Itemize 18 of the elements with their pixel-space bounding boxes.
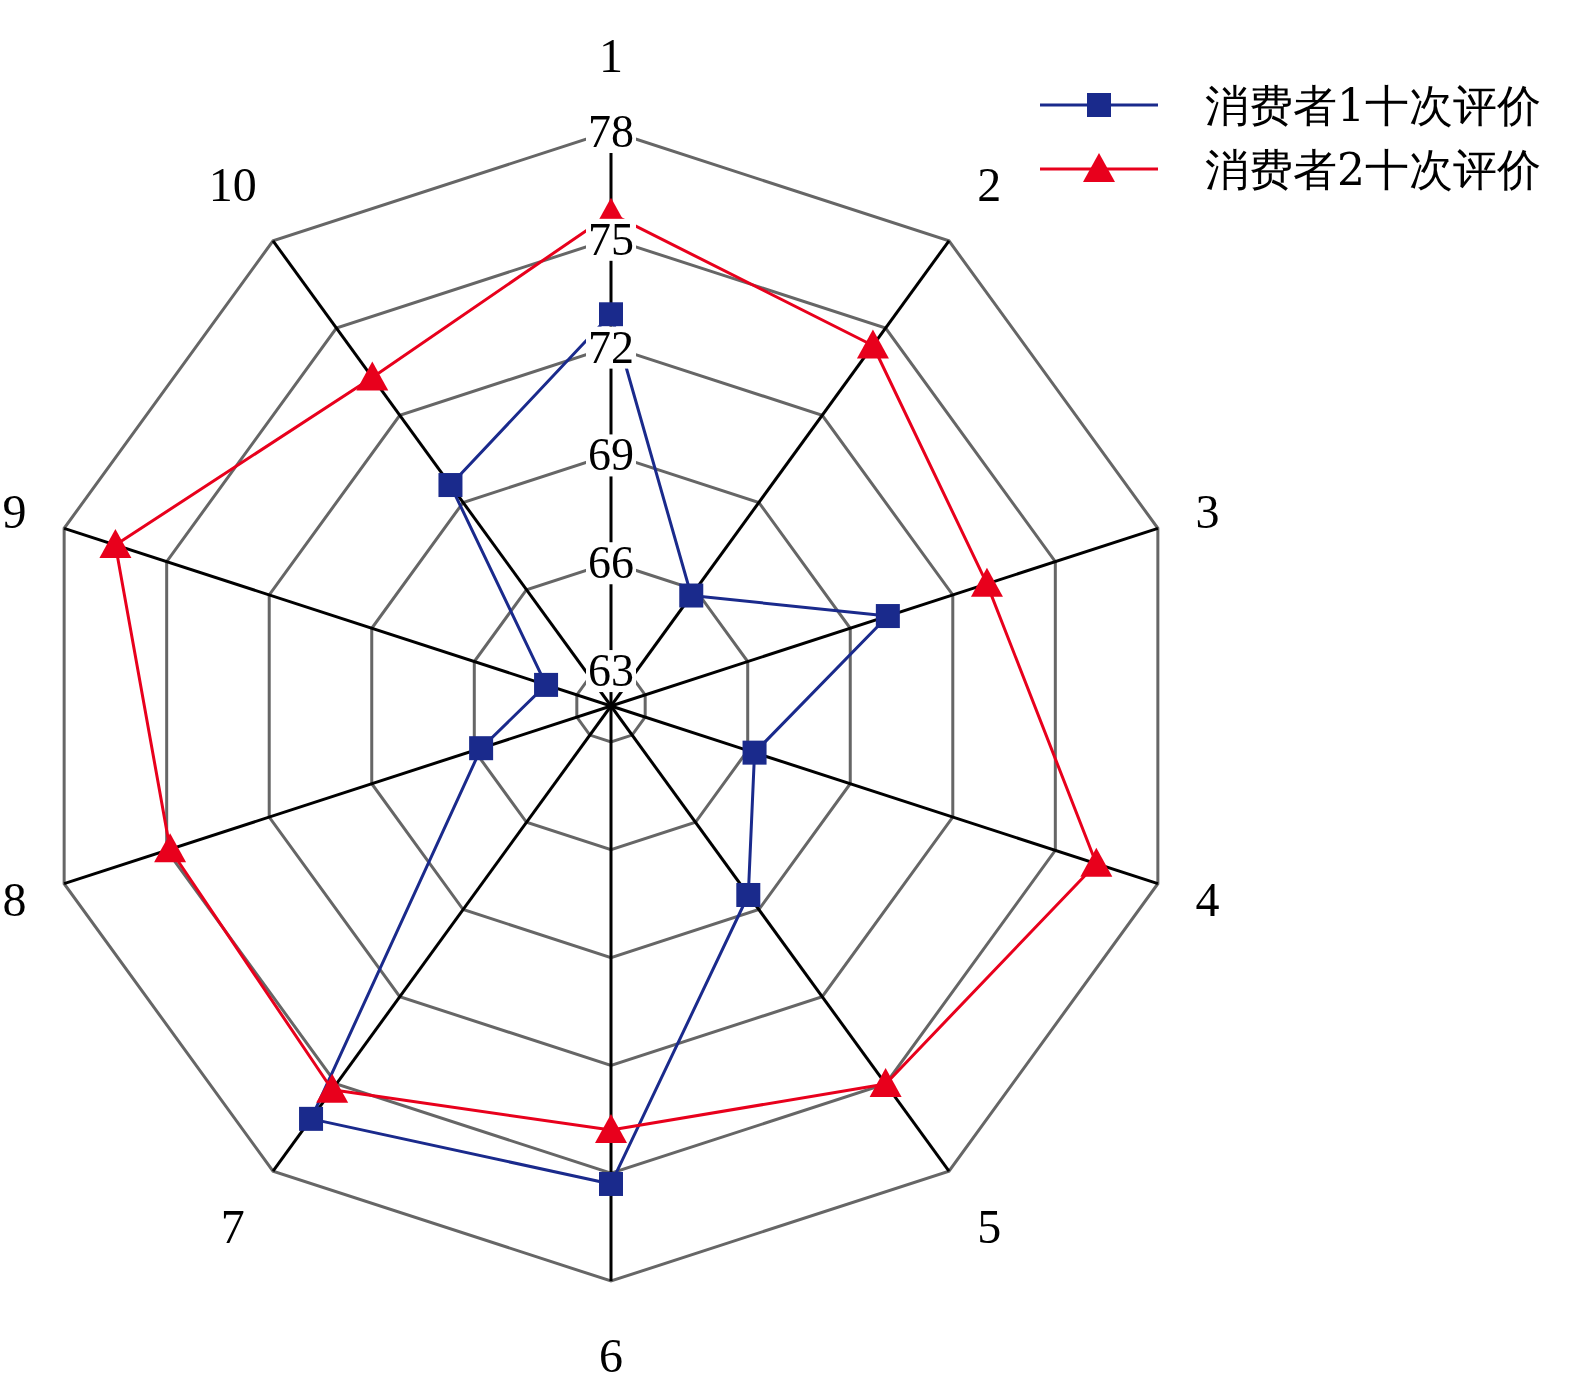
spoke-label: 9: [2, 485, 27, 539]
y-tick-label: 78: [588, 106, 634, 157]
spoke-label: 1: [599, 29, 623, 82]
spoke-label: 4: [1195, 872, 1220, 926]
spoke-label: 10: [208, 158, 257, 212]
y-tick-label: 72: [588, 321, 634, 373]
spoke-label: 7: [220, 1199, 245, 1253]
y-tick-label: 66: [588, 537, 634, 589]
y-tick-label: 63: [588, 645, 634, 697]
spoke-label: 8: [2, 872, 27, 926]
y-tick-label: 69: [588, 429, 634, 481]
legend-label: 消费者2十次评价: [1205, 144, 1541, 195]
spoke-label: 5: [977, 1199, 1002, 1253]
spoke-label: 3: [1195, 485, 1220, 539]
spoke-label: 6: [599, 1329, 623, 1381]
legend-label: 消费者1十次评价: [1205, 80, 1541, 131]
y-tick-label: 75: [588, 213, 634, 265]
spoke-label: 2: [977, 158, 1002, 212]
